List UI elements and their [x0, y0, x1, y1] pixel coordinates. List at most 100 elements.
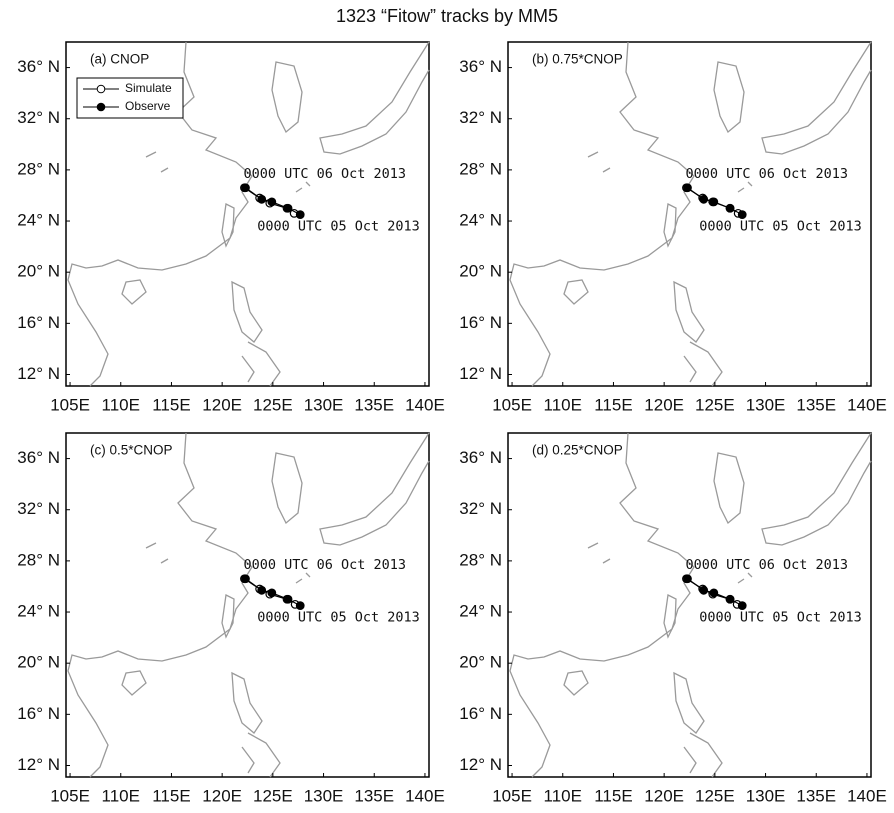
track-point	[257, 194, 267, 204]
track-point	[683, 183, 692, 193]
y-tick-label: 16° N	[459, 313, 502, 332]
y-tick-label: 20° N	[459, 262, 502, 281]
track-point	[725, 203, 735, 213]
map-panel: 12° N 16° N 20° N 24° N 28° N 32° N 36° N 105E 1…	[17, 41, 445, 414]
track-point	[699, 585, 709, 595]
track-point	[737, 210, 747, 220]
annotation: 0000 UTC 05 Oct 2013	[699, 219, 862, 235]
track-point	[709, 588, 719, 598]
x-tick-label: 120E	[644, 786, 684, 805]
x-tick-label: 125E	[695, 395, 735, 414]
x-tick-label: 105E	[492, 786, 532, 805]
x-tick-label: 115E	[594, 395, 632, 414]
panel-title: (c) 0.5*CNOP	[90, 443, 173, 458]
annotation: 0000 UTC 06 Oct 2013	[685, 166, 848, 182]
y-tick-label: 12° N	[17, 755, 60, 774]
x-tick-label: 105E	[492, 395, 532, 414]
x-tick-label: 120E	[202, 786, 242, 805]
track-point	[257, 585, 267, 595]
x-tick-label: 140E	[847, 786, 887, 805]
x-tick-label: 110E	[544, 786, 582, 805]
y-tick-label: 16° N	[17, 313, 60, 332]
x-tick-label: 120E	[644, 395, 684, 414]
track-point	[267, 588, 277, 598]
track-point	[241, 183, 250, 193]
track-point	[295, 601, 305, 611]
x-tick-label: 105E	[50, 395, 90, 414]
y-tick-label: 28° N	[17, 159, 60, 178]
legend-marker	[96, 102, 106, 112]
y-tick-label: 32° N	[459, 499, 502, 518]
panel-title: (a) CNOP	[90, 52, 149, 67]
track-point	[683, 574, 692, 584]
legend-box	[76, 77, 184, 119]
map-frame	[65, 432, 430, 778]
annotation: 0000 UTC 05 Oct 2013	[257, 610, 420, 626]
map-panel: 12° N 16° N 20° N 24° N 28° N 32° N 36° N 105E 1…	[459, 432, 887, 805]
x-tick-label: 125E	[695, 786, 735, 805]
panel-title: (d) 0.25*CNOP	[532, 443, 623, 458]
track-point	[699, 194, 709, 204]
y-tick-label: 12° N	[459, 364, 502, 383]
y-tick-label: 28° N	[459, 550, 502, 569]
y-tick-label: 36° N	[459, 57, 502, 76]
track-point	[725, 594, 735, 604]
annotation: 0000 UTC 06 Oct 2013	[243, 557, 406, 573]
x-tick-label: 105E	[50, 786, 90, 805]
x-tick-label: 130E	[746, 786, 786, 805]
y-tick-label: 24° N	[17, 211, 60, 230]
x-tick-label: 140E	[847, 395, 887, 414]
x-tick-label: 130E	[304, 395, 344, 414]
annotation: 0000 UTC 05 Oct 2013	[699, 610, 862, 626]
y-tick-label: 16° N	[459, 704, 502, 723]
x-tick-label: 115E	[594, 786, 632, 805]
map-panel: 12° N 16° N 20° N 24° N 28° N 32° N 36° N 105E 1…	[17, 432, 445, 805]
y-tick-label: 12° N	[17, 364, 60, 383]
x-tick-label: 135E	[354, 395, 394, 414]
x-tick-label: 135E	[796, 786, 836, 805]
y-tick-label: 28° N	[459, 159, 502, 178]
map-frame	[507, 432, 872, 778]
x-tick-label: 110E	[102, 395, 140, 414]
track-point	[267, 197, 277, 207]
y-tick-label: 36° N	[17, 57, 60, 76]
track-point	[295, 210, 305, 220]
y-tick-label: 36° N	[17, 448, 60, 467]
y-tick-label: 32° N	[17, 108, 60, 127]
legend-label: Observe	[125, 99, 171, 113]
legend-marker	[96, 84, 106, 94]
x-tick-label: 140E	[405, 395, 445, 414]
x-tick-label: 120E	[202, 395, 242, 414]
x-tick-label: 135E	[354, 786, 394, 805]
y-tick-label: 28° N	[17, 550, 60, 569]
figure-title: 1323 “Fitow” tracks by MM5	[336, 6, 558, 26]
y-tick-label: 24° N	[459, 602, 502, 621]
x-tick-label: 110E	[544, 395, 582, 414]
y-tick-label: 12° N	[459, 755, 502, 774]
panel-title: (b) 0.75*CNOP	[532, 52, 623, 67]
x-tick-label: 115E	[152, 395, 190, 414]
track-point	[283, 594, 293, 604]
y-tick-label: 20° N	[459, 653, 502, 672]
x-tick-label: 110E	[102, 786, 140, 805]
y-tick-label: 32° N	[459, 108, 502, 127]
y-tick-label: 24° N	[459, 211, 502, 230]
track-point	[737, 601, 747, 611]
x-tick-label: 135E	[796, 395, 836, 414]
track-point	[283, 203, 293, 213]
map-frame	[507, 41, 872, 387]
annotation: 0000 UTC 06 Oct 2013	[685, 557, 848, 573]
y-tick-label: 20° N	[17, 262, 60, 281]
y-tick-label: 24° N	[17, 602, 60, 621]
y-tick-label: 16° N	[17, 704, 60, 723]
x-tick-label: 125E	[253, 395, 293, 414]
track-point	[709, 197, 719, 207]
track-point	[241, 574, 250, 584]
map-panel: 12° N 16° N 20° N 24° N 28° N 32° N 36° N 105E 1…	[459, 41, 887, 414]
annotation: 0000 UTC 06 Oct 2013	[243, 166, 406, 182]
x-tick-label: 130E	[746, 395, 786, 414]
x-tick-label: 140E	[405, 786, 445, 805]
y-tick-label: 32° N	[17, 499, 60, 518]
y-tick-label: 20° N	[17, 653, 60, 672]
